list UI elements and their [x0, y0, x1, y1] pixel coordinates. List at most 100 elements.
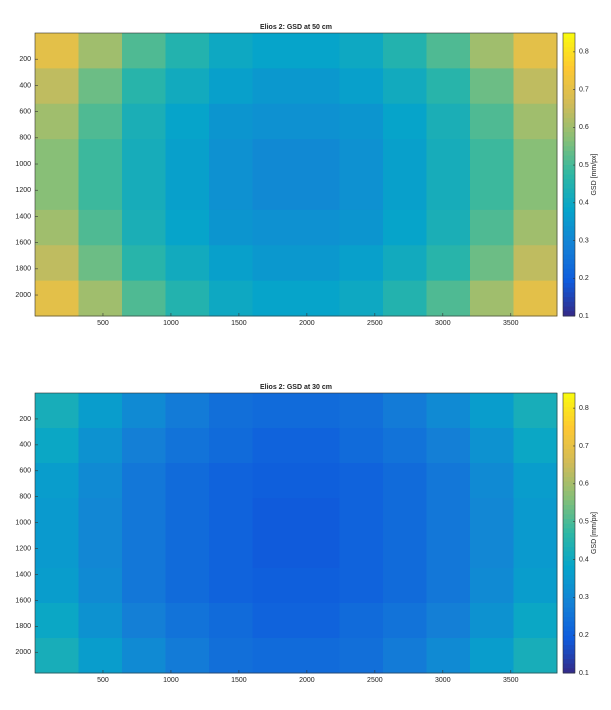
heat-cell — [339, 139, 384, 175]
colorbar-tick-label: 0.5 — [579, 162, 589, 169]
heat-cell — [383, 638, 427, 674]
colorbar-tick-label: 0.1 — [579, 313, 589, 320]
heat-cell — [296, 498, 340, 534]
heat-cell — [165, 533, 210, 569]
y-tick-label: 2000 — [15, 649, 31, 656]
x-tick-label: 1000 — [163, 320, 179, 327]
colorbar-segment — [563, 84, 575, 91]
colorbar-segment — [563, 500, 575, 506]
heat-cell — [426, 245, 471, 282]
colorbar-segment — [563, 519, 575, 525]
colorbar-segment — [563, 235, 575, 242]
heat-cell — [426, 603, 471, 639]
heat-cell — [78, 603, 123, 639]
heat-cell — [35, 209, 79, 246]
heat-cell — [426, 103, 471, 140]
colorbar-segment — [563, 598, 575, 604]
heat-cell — [165, 638, 210, 674]
heat-cell — [78, 393, 123, 429]
heat-cell — [122, 568, 166, 604]
heat-cell — [513, 280, 558, 317]
colorbar-segment — [563, 273, 575, 279]
x-tick-label: 3500 — [503, 320, 519, 327]
heat-cell — [252, 568, 297, 604]
colorbar-segment — [563, 612, 575, 618]
heat-cell — [209, 533, 253, 569]
heat-cell — [122, 638, 166, 674]
heat-cell — [383, 139, 427, 175]
heat-cell — [339, 103, 384, 140]
colorbar-tick-label: 0.6 — [579, 124, 589, 131]
colorbar-segment — [563, 472, 575, 478]
colorbar-segment — [563, 635, 575, 641]
heat-cell — [35, 280, 79, 317]
colorbar-segment — [563, 56, 575, 62]
heat-cell — [252, 245, 297, 282]
colorbar-segment — [563, 514, 575, 520]
heat-cell — [165, 428, 210, 464]
colorbar-segment — [563, 397, 575, 403]
colorbar-tick-label: 0.8 — [579, 405, 589, 412]
colorbar-segment — [563, 136, 575, 142]
x-tick-label: 1000 — [163, 677, 179, 684]
heat-cell — [209, 139, 253, 175]
colorbar-segment — [563, 292, 575, 298]
heat-cell — [209, 638, 253, 674]
colorbar-segment — [563, 551, 575, 557]
heat-cell — [426, 139, 471, 175]
heat-cell — [383, 174, 427, 211]
colorbar-segment — [563, 188, 575, 194]
heat-cell — [122, 245, 166, 282]
colorbar-tick-label: 0.4 — [579, 200, 589, 207]
heat-cell — [513, 393, 558, 429]
heat-cell — [339, 498, 384, 534]
colorbar-segment — [563, 155, 575, 161]
colorbar-segment — [563, 421, 575, 427]
heat-cell — [513, 68, 558, 105]
heat-cell — [252, 209, 297, 246]
colorbar-segment — [563, 621, 575, 627]
heat-cell — [122, 603, 166, 639]
heat-cell — [296, 428, 340, 464]
heat-cell — [296, 209, 340, 246]
colorbar-segment — [563, 287, 575, 293]
heat-cell — [78, 533, 123, 569]
heat-cell — [470, 428, 514, 464]
colorbar-label: GSD [mm/px] — [591, 153, 598, 195]
heat-cell — [426, 280, 471, 317]
x-tick-label: 3500 — [503, 677, 519, 684]
colorbar-segment — [563, 439, 575, 445]
colorbar-segment — [563, 533, 575, 539]
heat-cell — [426, 533, 471, 569]
colorbar-segment — [563, 282, 575, 289]
heat-cell — [122, 33, 166, 69]
heat-cell — [209, 209, 253, 246]
heat-cell — [383, 245, 427, 282]
colorbar-segment — [563, 411, 575, 417]
heat-cell — [122, 498, 166, 534]
colorbar-segment — [563, 179, 575, 185]
heat-cell — [209, 603, 253, 639]
heat-cell — [122, 428, 166, 464]
colorbar-segment — [563, 663, 575, 669]
heat-cell — [122, 280, 166, 317]
heat-cell — [165, 174, 210, 211]
heat-cell — [35, 174, 79, 211]
heat-cell — [165, 498, 210, 534]
colorbar-tick-label: 0.5 — [579, 518, 589, 525]
chart-title: Elios 2: GSD at 50 cm — [260, 24, 332, 31]
colorbar-segment — [563, 37, 575, 43]
heat-cell — [513, 245, 558, 282]
colorbar-segment — [563, 425, 575, 431]
heat-cell — [426, 428, 471, 464]
colorbar-segment — [563, 183, 575, 190]
heat-cell — [296, 463, 340, 499]
y-tick-label: 600 — [19, 468, 31, 475]
heat-cell — [426, 33, 471, 69]
colorbar-segment — [563, 306, 575, 312]
y-tick-label: 400 — [19, 442, 31, 449]
heat-cell — [35, 603, 79, 639]
heat-cell — [339, 245, 384, 282]
heat-cell — [252, 498, 297, 534]
heat-cell — [252, 33, 297, 69]
